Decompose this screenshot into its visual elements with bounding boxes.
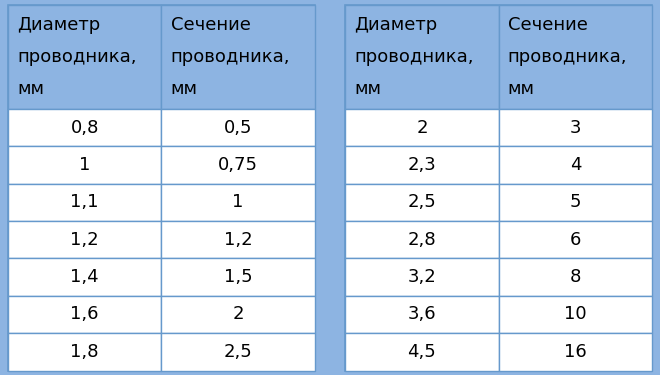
Text: 0,75: 0,75: [218, 156, 258, 174]
Text: 5: 5: [570, 193, 581, 211]
Bar: [161, 221, 315, 258]
Text: 1: 1: [232, 193, 244, 211]
Text: 1: 1: [79, 156, 90, 174]
Bar: [345, 296, 499, 333]
Text: 2: 2: [232, 305, 244, 323]
Text: 2,8: 2,8: [408, 231, 436, 249]
Bar: [345, 109, 499, 146]
Bar: [499, 184, 652, 221]
Text: Диаметр
проводника,
мм: Диаметр проводника, мм: [17, 16, 137, 98]
Bar: [499, 258, 652, 296]
Text: 3,2: 3,2: [407, 268, 436, 286]
Bar: [161, 4, 315, 109]
Text: 16: 16: [564, 343, 587, 361]
Bar: [161, 184, 315, 221]
Text: Сечение
проводника,
мм: Сечение проводника, мм: [508, 16, 628, 98]
Bar: [161, 258, 315, 296]
Bar: [499, 221, 652, 258]
Text: 0,5: 0,5: [224, 118, 252, 136]
Text: 6: 6: [570, 231, 581, 249]
Bar: [499, 146, 652, 184]
Bar: [345, 221, 499, 258]
Bar: [499, 333, 652, 370]
Bar: [8, 221, 161, 258]
Bar: [8, 109, 161, 146]
Bar: [345, 258, 499, 296]
Bar: [345, 4, 652, 370]
Bar: [161, 109, 315, 146]
Text: 3,6: 3,6: [408, 305, 436, 323]
Text: Сечение
проводника,
мм: Сечение проводника, мм: [170, 16, 290, 98]
Bar: [161, 333, 315, 370]
Text: 0,8: 0,8: [71, 118, 99, 136]
Bar: [345, 333, 499, 370]
Text: 1,5: 1,5: [224, 268, 252, 286]
Text: 3: 3: [570, 118, 581, 136]
Bar: [8, 296, 161, 333]
Text: 2,3: 2,3: [407, 156, 436, 174]
Bar: [8, 184, 161, 221]
Bar: [345, 4, 499, 109]
Bar: [161, 296, 315, 333]
Text: 4,5: 4,5: [407, 343, 436, 361]
Text: 1,8: 1,8: [71, 343, 99, 361]
Text: 1,1: 1,1: [71, 193, 99, 211]
Text: 1,2: 1,2: [224, 231, 252, 249]
Text: 8: 8: [570, 268, 581, 286]
Text: 2,5: 2,5: [224, 343, 253, 361]
Bar: [499, 109, 652, 146]
Bar: [161, 146, 315, 184]
Bar: [8, 4, 315, 370]
Bar: [499, 296, 652, 333]
Bar: [345, 184, 499, 221]
Text: Диаметр
проводника,
мм: Диаметр проводника, мм: [354, 16, 474, 98]
Bar: [345, 146, 499, 184]
Text: 4: 4: [570, 156, 581, 174]
Bar: [8, 4, 161, 109]
Bar: [8, 258, 161, 296]
Bar: [8, 146, 161, 184]
Text: 2: 2: [416, 118, 428, 136]
Text: 1,6: 1,6: [71, 305, 99, 323]
Text: 1,2: 1,2: [71, 231, 99, 249]
Bar: [499, 4, 652, 109]
Text: 10: 10: [564, 305, 587, 323]
Text: 2,5: 2,5: [407, 193, 436, 211]
Bar: [8, 333, 161, 370]
Text: 1,4: 1,4: [71, 268, 99, 286]
